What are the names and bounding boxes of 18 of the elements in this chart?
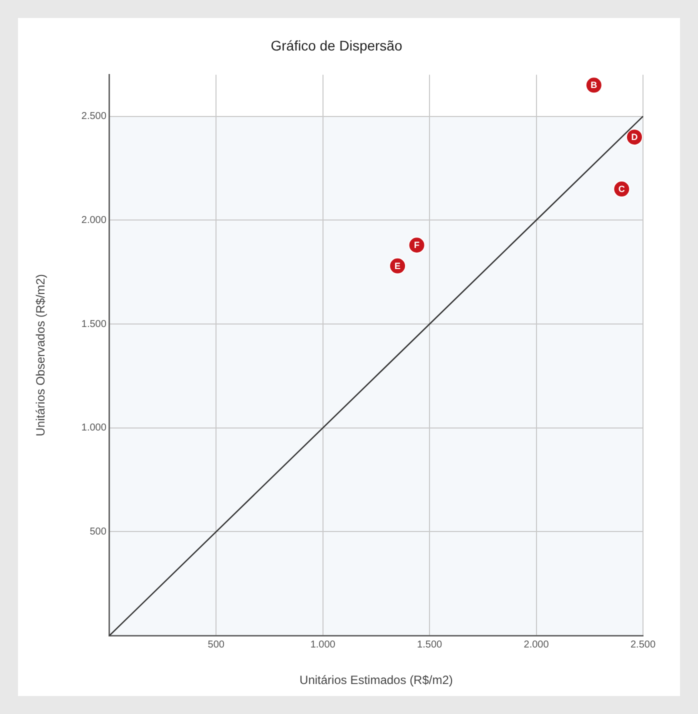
y-axis-title: Unitários Observados (R$/m2): [34, 274, 48, 436]
y-tick-label: 1.000: [81, 422, 107, 434]
x-tick-label: 2.500: [630, 639, 656, 650]
annotation: E: [394, 260, 401, 271]
y-tick-label: 500: [90, 526, 107, 538]
annotation: D: [631, 132, 638, 142]
y-tick-label: 2.500: [81, 111, 107, 122]
chart-title: Gráfico de Dispersão: [270, 37, 402, 54]
annotation: F: [414, 240, 420, 250]
x-tick-label: 1.000: [310, 639, 336, 650]
x-tick-label: 2.000: [524, 639, 550, 650]
y-tick-label: 2.000: [81, 214, 107, 226]
x-tick-label: 1.500: [417, 639, 443, 650]
x-tick-label: 500: [208, 639, 225, 650]
annotation: B: [590, 80, 598, 90]
y-tick-label: 1.500: [81, 318, 107, 330]
annotation: C: [618, 184, 626, 194]
x-axis-title: Unitários Estimados (R$/m2): [300, 673, 453, 688]
